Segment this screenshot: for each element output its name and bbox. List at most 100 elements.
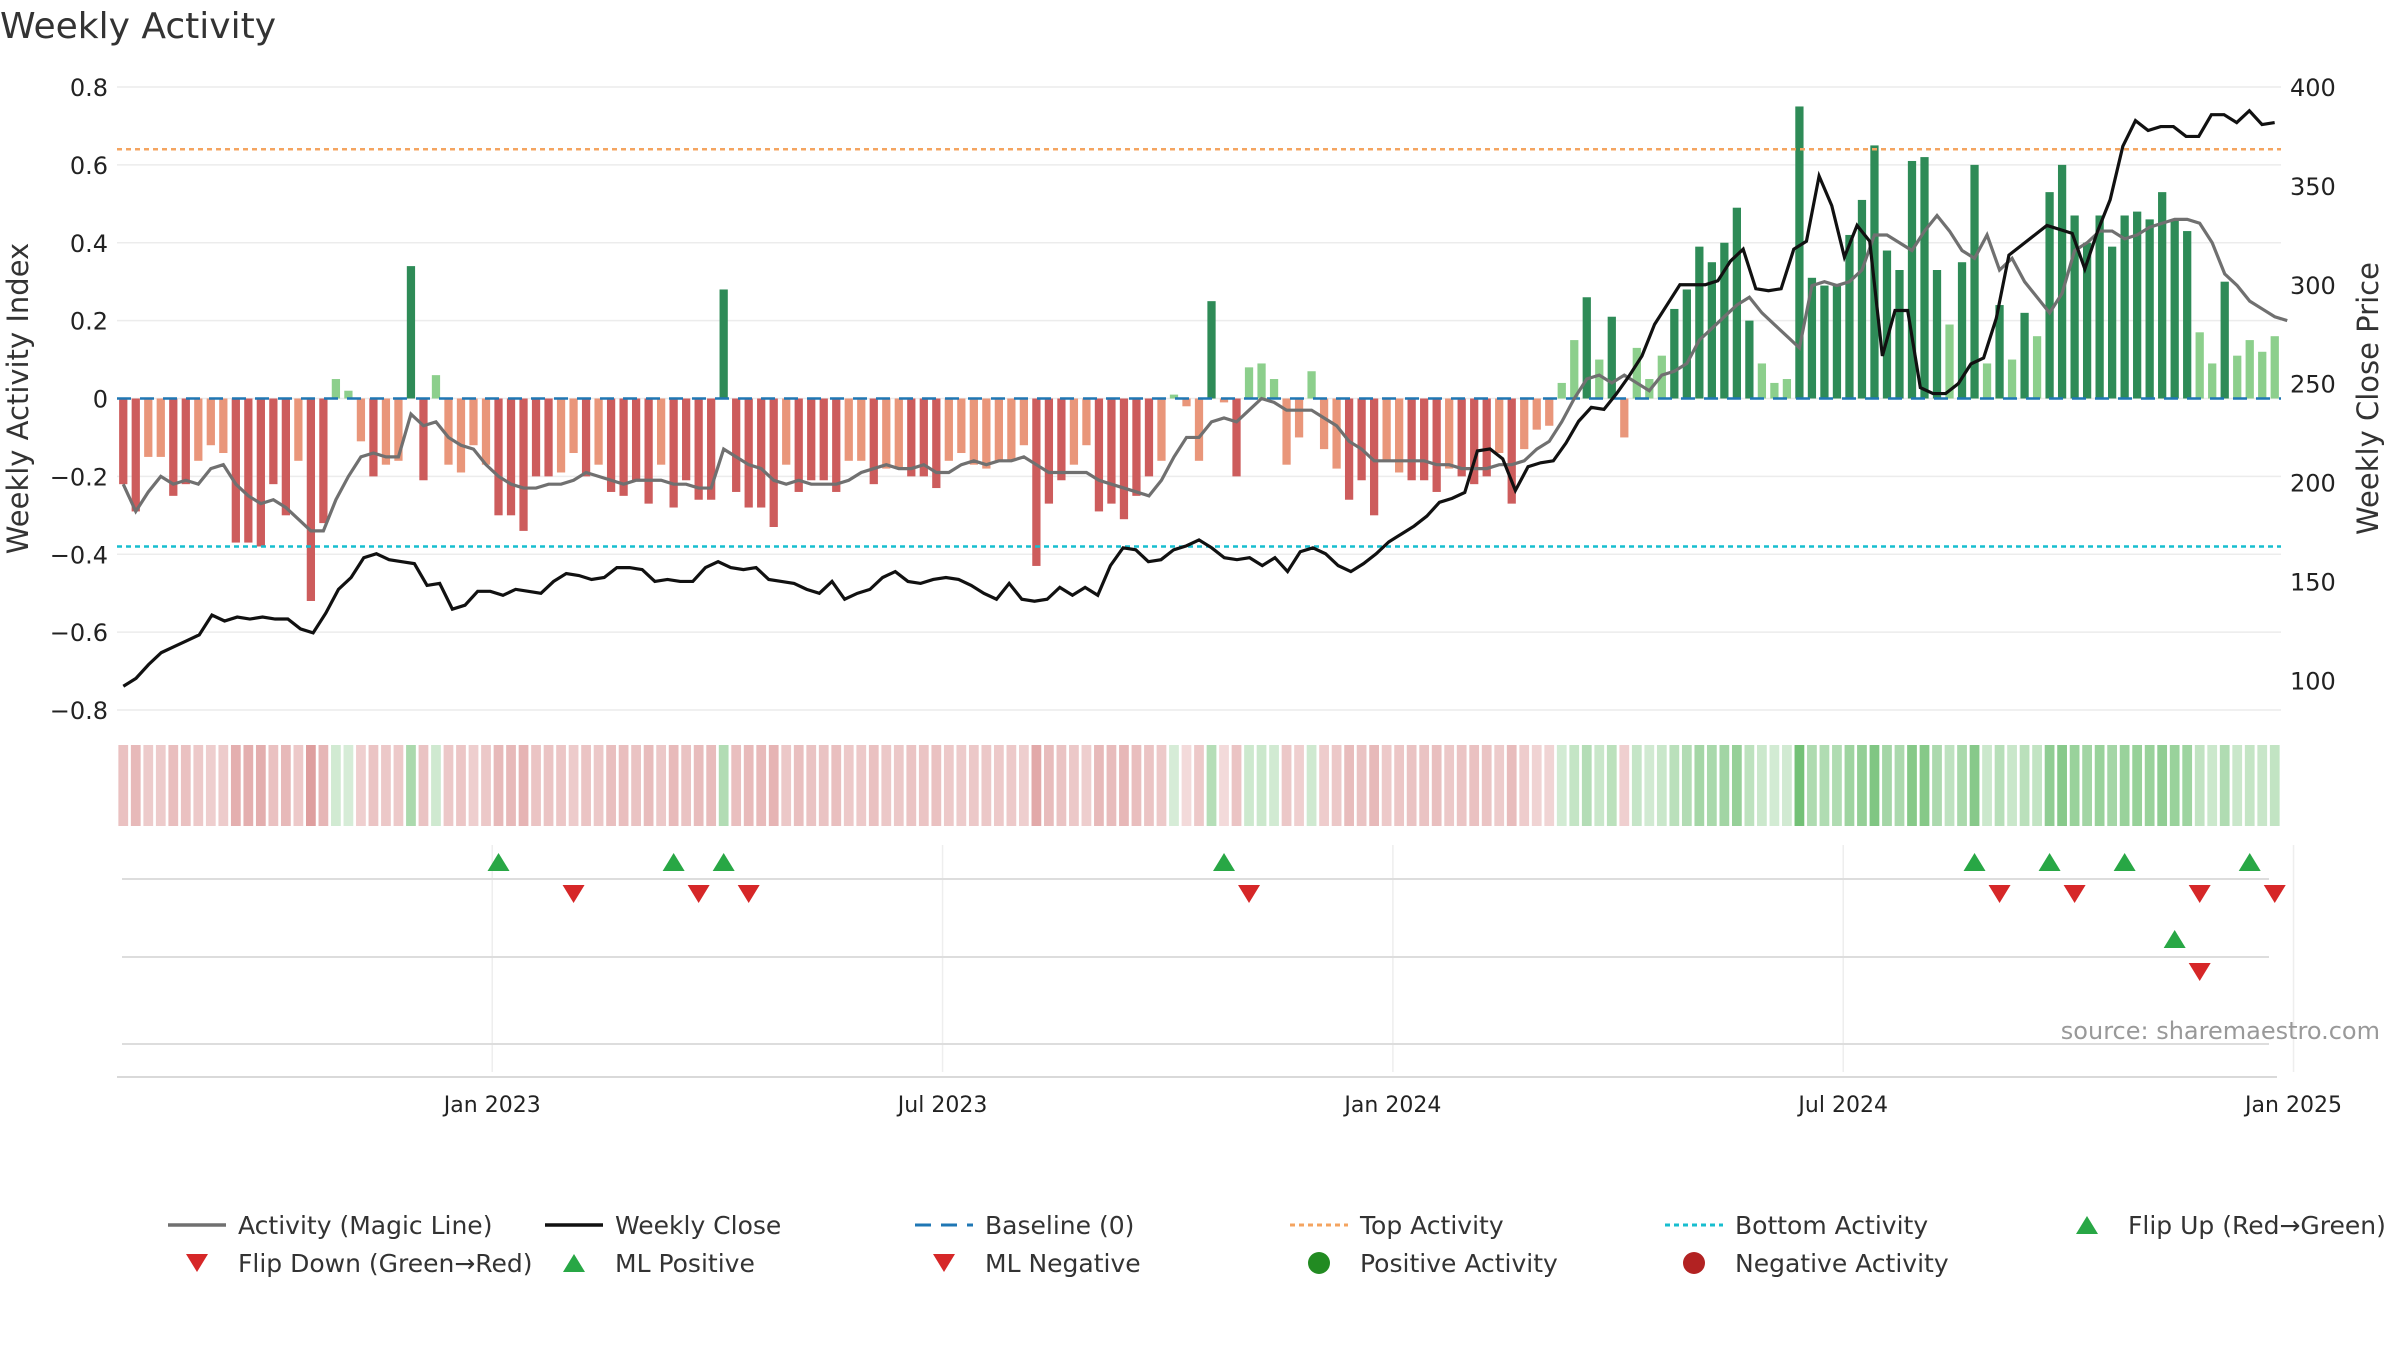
heat-cell xyxy=(806,745,817,826)
heat-cell xyxy=(518,745,529,826)
heat-cell xyxy=(1907,745,1917,826)
flip-up-marker xyxy=(1963,853,1986,871)
heat-cell xyxy=(1106,745,1117,826)
heat-cell xyxy=(143,745,154,826)
activity-bar xyxy=(556,398,566,473)
heat-cell xyxy=(1882,745,1892,826)
activity-bar xyxy=(2145,219,2154,399)
x-tick-label: Jul 2024 xyxy=(1796,1093,1888,1118)
flip-down-marker xyxy=(1238,885,1261,903)
activity-bar xyxy=(2258,351,2267,399)
activity-bar xyxy=(794,398,803,492)
heat-cell xyxy=(581,745,591,826)
activity-bar xyxy=(869,398,878,485)
activity-bar xyxy=(832,398,841,492)
heat-cell xyxy=(818,745,829,826)
weekly-close-line xyxy=(122,108,2275,688)
activity-bar xyxy=(1670,308,1679,399)
activity-bar xyxy=(1182,398,1191,407)
legend-triangle-down-swatch xyxy=(933,1254,955,1272)
activity-bar xyxy=(1632,347,1641,399)
heat-cell xyxy=(293,745,304,826)
activity-bar xyxy=(982,398,991,469)
activity-bar xyxy=(1820,285,1829,399)
activity-bar xyxy=(1607,316,1616,399)
heat-cell xyxy=(1181,745,1192,826)
heat-cell xyxy=(343,745,354,826)
heat-cell xyxy=(768,745,779,826)
heat-cell xyxy=(968,745,979,826)
activity-bar xyxy=(2108,246,2117,399)
activity-bar xyxy=(1807,277,1817,399)
heat-cell xyxy=(743,745,754,826)
flip-down-marker xyxy=(2263,885,2286,903)
heat-cell xyxy=(393,745,404,826)
heat-cell xyxy=(1757,745,1767,826)
activity-bar xyxy=(1982,363,1992,399)
activity-bar xyxy=(644,398,653,504)
heat-cell xyxy=(456,745,466,826)
activity-bar xyxy=(1520,398,1529,450)
heat-cell xyxy=(2119,745,2130,826)
activity-bar xyxy=(419,398,428,481)
heat-cell xyxy=(1269,745,1279,826)
flip-up-marker xyxy=(487,853,510,871)
activity-bar xyxy=(381,398,391,465)
heat-cell xyxy=(1644,745,1655,826)
x-tick-label: Jan 2024 xyxy=(1342,1093,1441,1118)
heat-cell xyxy=(1719,745,1730,826)
heat-cell xyxy=(1456,745,1467,826)
heat-cell xyxy=(493,745,504,826)
heat-cell xyxy=(1369,745,1379,826)
y-tick-label: −0.2 xyxy=(50,463,108,491)
activity-bar xyxy=(1507,398,1516,504)
heat-cell xyxy=(1769,745,1780,826)
y-tick-label: −0.4 xyxy=(50,541,108,569)
activity-bar xyxy=(1745,320,1754,399)
activity-bar xyxy=(1007,398,1016,461)
heat-cell xyxy=(1044,745,1054,826)
flip-down-marker xyxy=(2063,885,2086,903)
activity-bar xyxy=(1857,199,1867,399)
heat-cell xyxy=(1394,745,1405,826)
heat-cell xyxy=(431,745,441,826)
activity-bar xyxy=(1957,262,1967,399)
flip-up-marker xyxy=(2238,853,2261,871)
heat-cell xyxy=(331,745,341,826)
ml-negative-marker xyxy=(2188,963,2211,981)
heat-cell xyxy=(1094,745,1104,826)
activity-bar xyxy=(581,398,591,477)
activity-bar xyxy=(1895,270,1904,399)
activity-bar xyxy=(969,398,978,465)
heat-cell xyxy=(2132,745,2143,826)
activity-bar xyxy=(1695,246,1704,399)
heat-cell xyxy=(130,745,141,826)
activity-bar xyxy=(1757,363,1767,399)
heat-cell xyxy=(2094,745,2105,826)
activity-bar xyxy=(1457,398,1466,477)
heat-cell xyxy=(631,745,641,826)
activity-bar xyxy=(244,398,253,543)
y-tick-label: 0.8 xyxy=(70,74,108,102)
heat-cell xyxy=(1531,745,1542,826)
heat-cell xyxy=(2182,745,2193,826)
heat-cell xyxy=(956,745,967,826)
y-axis-label: Weekly Activity Index xyxy=(1,243,35,554)
heat-cell xyxy=(1694,745,1705,826)
activity-bar xyxy=(1482,398,1491,477)
heat-cell xyxy=(868,745,879,826)
activity-bar xyxy=(1920,157,1929,399)
heat-cell xyxy=(2244,745,2255,826)
heat-cell xyxy=(1982,745,1992,826)
activity-bar xyxy=(994,398,1003,461)
heat-cell xyxy=(1031,745,1042,826)
heat-cell xyxy=(1807,745,1817,826)
activity-bar xyxy=(1720,242,1729,399)
heat-cell xyxy=(356,745,366,826)
activity-bar xyxy=(1782,379,1792,399)
activity-bar xyxy=(732,398,741,492)
activity-bar xyxy=(1557,382,1566,399)
heat-cell xyxy=(230,745,241,826)
heat-cell xyxy=(2007,745,2017,826)
